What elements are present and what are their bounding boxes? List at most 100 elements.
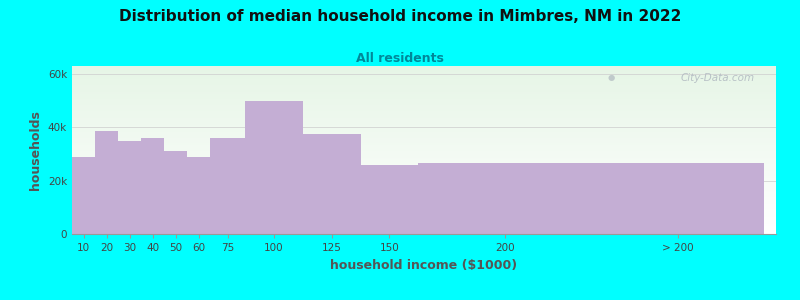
Bar xyxy=(187,157,210,234)
Bar xyxy=(72,120,776,121)
Bar xyxy=(95,131,118,234)
Bar xyxy=(72,77,776,78)
Bar xyxy=(72,178,776,179)
Bar xyxy=(72,159,776,160)
Bar xyxy=(72,207,776,208)
Bar xyxy=(72,124,776,125)
Bar xyxy=(72,171,776,172)
Bar xyxy=(72,145,776,146)
Bar xyxy=(164,151,187,234)
Bar xyxy=(72,126,776,127)
Bar xyxy=(72,198,776,199)
Bar xyxy=(72,233,776,234)
Bar xyxy=(72,79,776,80)
Bar xyxy=(72,91,776,92)
Bar xyxy=(72,172,776,173)
Bar xyxy=(72,149,776,150)
Bar xyxy=(72,134,776,135)
Bar xyxy=(72,218,776,219)
Bar xyxy=(72,85,776,86)
Bar xyxy=(72,154,776,155)
Bar xyxy=(72,100,776,101)
Bar xyxy=(72,131,776,132)
Bar xyxy=(72,74,776,75)
Bar xyxy=(72,203,776,204)
Bar xyxy=(72,88,776,89)
Text: All residents: All residents xyxy=(356,52,444,65)
Bar xyxy=(72,121,776,122)
Bar xyxy=(72,146,776,147)
Bar xyxy=(72,230,776,231)
Bar xyxy=(72,133,776,134)
Bar xyxy=(72,86,776,87)
Bar xyxy=(72,87,776,88)
Bar xyxy=(72,188,776,189)
Bar xyxy=(72,73,776,74)
Bar xyxy=(72,163,776,164)
Bar xyxy=(72,137,776,138)
Bar xyxy=(72,140,776,141)
Bar xyxy=(72,193,776,194)
Bar xyxy=(72,180,776,181)
Bar xyxy=(72,113,776,114)
Bar xyxy=(72,67,776,68)
Bar xyxy=(72,127,776,128)
Bar xyxy=(72,80,776,81)
Bar xyxy=(72,109,776,110)
Bar xyxy=(72,217,776,218)
Bar xyxy=(72,210,776,211)
Bar xyxy=(72,202,776,203)
Bar xyxy=(72,185,776,186)
Bar xyxy=(72,211,776,212)
Bar xyxy=(72,153,776,154)
Bar xyxy=(72,81,776,82)
Bar xyxy=(72,107,776,108)
Bar xyxy=(72,122,776,123)
Bar xyxy=(72,130,776,131)
Bar xyxy=(72,148,776,149)
Bar xyxy=(72,94,776,95)
Bar xyxy=(72,213,776,214)
Bar xyxy=(72,201,776,202)
Bar xyxy=(118,141,142,234)
Bar xyxy=(72,226,776,227)
Bar xyxy=(72,117,776,118)
Bar xyxy=(72,128,776,129)
Bar xyxy=(72,219,776,220)
Bar xyxy=(72,205,776,206)
Bar xyxy=(72,101,776,102)
Bar xyxy=(72,160,776,161)
Bar xyxy=(72,92,776,93)
Text: City-Data.com: City-Data.com xyxy=(681,73,755,83)
Bar xyxy=(72,187,776,188)
Bar xyxy=(72,191,776,192)
X-axis label: household income ($1000): household income ($1000) xyxy=(330,259,518,272)
Bar xyxy=(72,232,776,233)
Bar xyxy=(72,114,776,115)
Bar xyxy=(72,222,776,223)
Bar xyxy=(72,175,776,176)
Bar xyxy=(72,75,776,76)
Bar xyxy=(72,152,776,153)
Bar xyxy=(72,111,776,112)
Bar xyxy=(418,163,591,234)
Bar xyxy=(72,78,776,79)
Bar xyxy=(72,157,776,158)
Bar xyxy=(72,71,776,72)
Bar xyxy=(72,68,776,69)
Bar xyxy=(72,182,776,183)
Bar xyxy=(72,116,776,117)
Bar xyxy=(72,215,776,216)
Bar xyxy=(72,90,776,91)
Bar xyxy=(72,197,776,198)
Bar xyxy=(72,97,776,98)
Bar xyxy=(72,82,776,83)
Bar xyxy=(72,112,776,113)
Bar xyxy=(72,181,776,182)
Bar xyxy=(72,177,776,178)
Bar xyxy=(72,93,776,94)
Bar xyxy=(72,189,776,190)
Bar xyxy=(72,168,776,169)
Bar xyxy=(72,99,776,100)
Text: Distribution of median household income in Mimbres, NM in 2022: Distribution of median household income … xyxy=(119,9,681,24)
